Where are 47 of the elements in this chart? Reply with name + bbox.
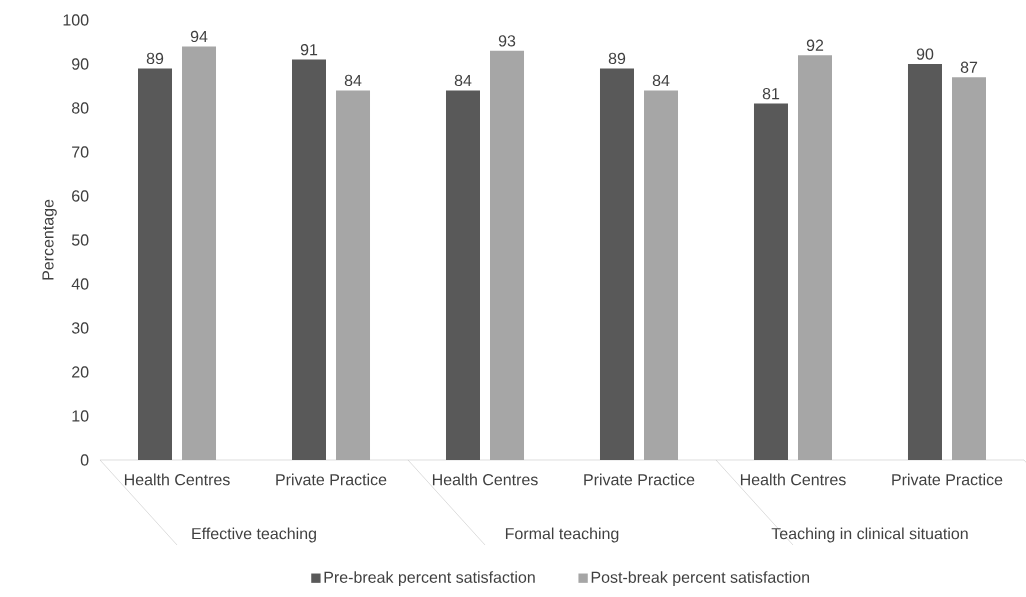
data-label: 84 <box>344 74 362 87</box>
bar <box>798 55 833 460</box>
x-tick-label: Health Centres <box>432 473 538 486</box>
y-axis-title: Percentage <box>42 199 57 280</box>
x-tick-label: Private Practice <box>892 473 1003 486</box>
y-tick-label: 10 <box>72 410 89 422</box>
y-tick-label: 0 <box>80 454 89 466</box>
y-tick-label: 20 <box>72 366 89 378</box>
data-label: 94 <box>190 30 208 43</box>
data-label: 90 <box>916 48 934 60</box>
y-tick-label: 70 <box>72 146 89 158</box>
x-tick-label: Private Practice <box>276 473 387 486</box>
text: Effective teaching <box>192 527 316 543</box>
bar <box>446 90 480 460</box>
data-label: 81 <box>762 88 780 100</box>
data-label: 91 <box>300 44 318 56</box>
data-label: 84 <box>454 74 472 87</box>
text: Teaching in clinical situation <box>771 527 968 543</box>
legend-label: Post-break percent satisfaction <box>591 571 810 587</box>
bar <box>644 90 679 460</box>
y-tick-label: 80 <box>71 102 89 114</box>
data-label: 93 <box>498 35 516 47</box>
x-tick-label: Private Practice <box>584 473 695 486</box>
bar <box>952 77 986 460</box>
data-label: 87 <box>960 61 978 73</box>
text: Formal teaching <box>505 527 619 543</box>
data-label: 89 <box>608 52 626 65</box>
data-label: 89 <box>146 52 164 65</box>
bar <box>753 103 788 460</box>
y-tick-label: 30 <box>71 322 89 334</box>
bar <box>490 50 525 460</box>
bar <box>336 90 371 460</box>
x-tick-label: Health Centres <box>740 473 846 486</box>
y-tick-label: 100 <box>63 14 89 26</box>
bar <box>599 68 634 460</box>
data-label: 84 <box>652 74 670 87</box>
legend-label: Pre-break percent satisfaction <box>324 571 535 587</box>
bar <box>182 46 217 460</box>
y-tick-label: 50 <box>71 234 89 246</box>
data-label: 92 <box>806 39 824 51</box>
y-tick-label: 40 <box>71 278 89 290</box>
bar <box>138 68 172 460</box>
x-tick-label: Health Centres <box>124 473 230 486</box>
y-tick-label: 60 <box>72 190 89 202</box>
y-tick-label: 90 <box>72 58 89 70</box>
bar <box>907 64 942 460</box>
bar <box>292 59 326 460</box>
